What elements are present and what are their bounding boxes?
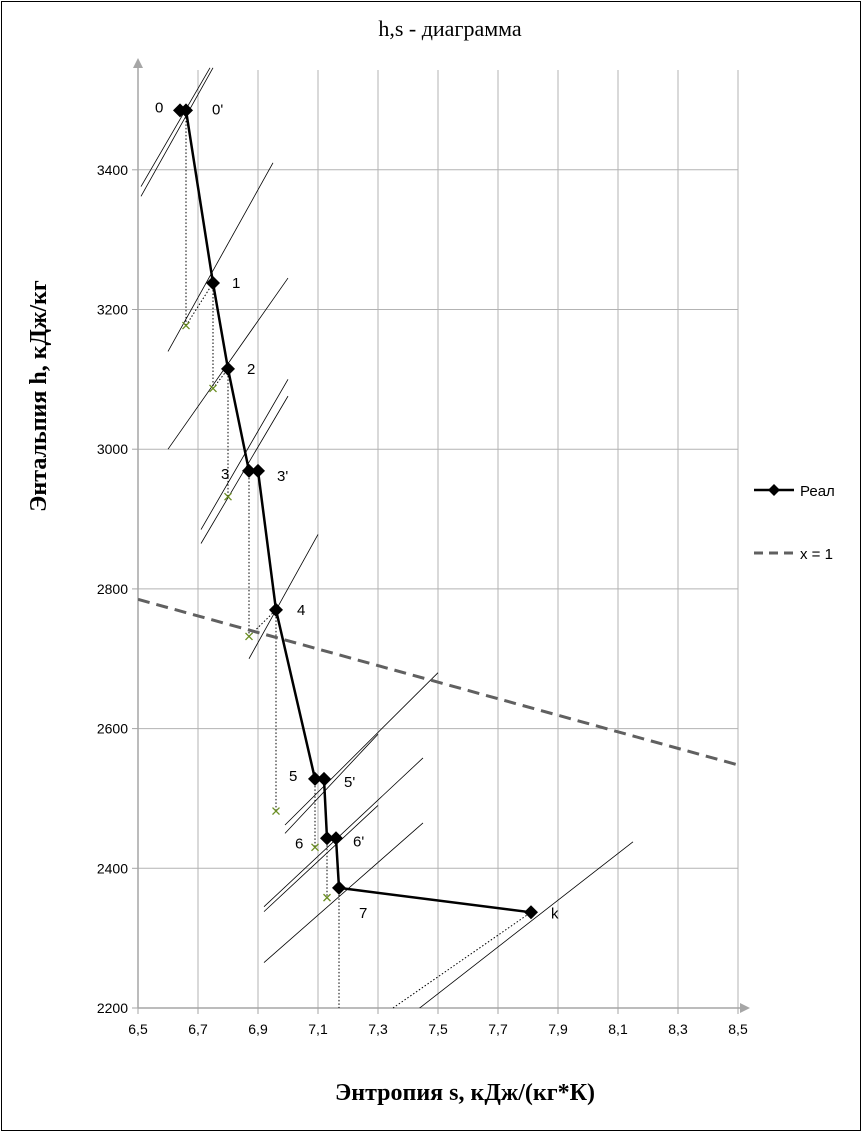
ideal-cross-stroke	[224, 492, 232, 501]
isobar-line	[140, 67, 211, 187]
point-label: 6'	[353, 833, 364, 850]
data-point-marker	[251, 463, 265, 478]
y-tick-label: 2400	[97, 860, 128, 876]
legend: Реал x = 1	[754, 483, 835, 563]
dotted-lines	[185, 110, 532, 1009]
point-label: 7	[359, 905, 367, 922]
point-label: 5'	[344, 774, 355, 791]
data-point-marker	[524, 905, 538, 920]
data-point-marker	[320, 831, 334, 846]
y-tick-label: 2600	[97, 721, 128, 737]
data-point-marker	[317, 771, 331, 786]
ideal-cross-stroke	[209, 384, 217, 393]
isobar-line	[263, 757, 424, 908]
x-tick-label: 8,3	[668, 1021, 688, 1037]
x-tick-label: 6,7	[188, 1021, 208, 1037]
y-tick-label: 3000	[97, 441, 128, 457]
x-axis-arrow	[740, 1003, 750, 1013]
chart-title: h,s - диаграмма	[378, 16, 522, 41]
data-point-marker	[269, 602, 283, 617]
ideal-cross-stroke	[323, 893, 331, 902]
point-label: 6	[295, 835, 303, 852]
y-tick-label: 3200	[97, 302, 128, 318]
point-label: 0	[155, 99, 163, 116]
axes	[132, 58, 750, 1014]
ideal-cross-stroke	[311, 843, 319, 852]
x-axis-title: Энтропия s, кДж/(кг*К)	[335, 1080, 595, 1106]
point-label: k	[551, 905, 559, 922]
isobar-line	[140, 67, 214, 197]
isobar-line	[284, 672, 439, 826]
isobar-lines	[140, 67, 634, 1008]
ideal-point-marker	[224, 492, 232, 501]
x-tick-label: 7,5	[428, 1021, 448, 1037]
real-process-polyline	[180, 109, 532, 914]
real-process-line	[173, 103, 538, 920]
ideal-cross-stroke	[272, 807, 280, 815]
x-tick-label: 7,7	[488, 1021, 508, 1037]
point-label: 3'	[277, 468, 288, 485]
data-point-marker	[308, 771, 322, 786]
dotted-diagonal-line	[185, 282, 214, 326]
point-labels: 0 0' 1 2 3 3' 4 5 5' 6 6' 7 k	[155, 99, 559, 922]
x-tick-label: 8,5	[728, 1021, 748, 1037]
point-label: 4	[297, 602, 305, 619]
ideal-point-marker	[209, 384, 217, 393]
isobar-line	[167, 162, 274, 352]
x-tick-label: 6,5	[128, 1021, 148, 1037]
legend-real-label: Реал	[800, 483, 835, 500]
isobar-line	[248, 534, 319, 659]
y-tick-label: 3400	[97, 162, 128, 178]
point-label: 3	[221, 466, 229, 483]
isobar-line	[419, 841, 634, 1008]
ideal-point-marker	[182, 321, 190, 330]
x-tick-label: 7,3	[368, 1021, 388, 1037]
x-tick-label: 8,1	[608, 1021, 628, 1037]
point-label: 0'	[212, 101, 223, 118]
y-tick-label: 2200	[97, 1000, 128, 1016]
point-label: 1	[232, 275, 240, 292]
dotted-diagonal-line	[392, 911, 532, 1009]
data-point-marker	[332, 880, 346, 895]
data-point-marker	[206, 275, 220, 290]
legend-real-marker	[768, 484, 780, 496]
isobar-line	[263, 822, 424, 963]
data-point-marker	[242, 463, 256, 478]
x-tick-label: 6,9	[248, 1021, 268, 1037]
y-axis-arrow	[133, 58, 143, 68]
y-tick-label: 2800	[97, 581, 128, 597]
point-label: 2	[247, 361, 255, 378]
data-point-marker	[179, 103, 193, 118]
y-axis-title: Энтальпия h, кДж/кг	[26, 280, 52, 512]
ideal-points	[182, 321, 331, 902]
ideal-point-marker	[245, 632, 253, 641]
saturation-dashed-line	[138, 597, 739, 767]
isobar-line	[263, 805, 379, 912]
dotted-diagonal-line	[248, 609, 277, 637]
ideal-cross-stroke	[182, 321, 190, 330]
x-tick-label: 7,1	[308, 1021, 328, 1037]
data-point-marker	[329, 831, 343, 846]
x-tick-label: 7,9	[548, 1021, 568, 1037]
x-tick-labels: 6,5 6,7 6,9 7,1 7,3 7,5 7,7 7,9 8,1 8,3 8,5	[128, 1021, 748, 1037]
isobar-line	[284, 733, 379, 834]
ideal-point-marker	[323, 893, 331, 902]
ideal-point-marker	[272, 807, 280, 815]
point-label: 5	[289, 768, 297, 785]
ideal-point-marker	[311, 843, 319, 852]
ideal-cross-stroke	[245, 632, 253, 641]
data-point-marker	[221, 361, 235, 376]
saturation-line	[138, 597, 739, 767]
grid	[138, 70, 739, 1008]
legend-sat-label: x = 1	[800, 546, 833, 563]
y-tick-labels: 2200 2400 2600 2800 3000 3200 3400	[97, 162, 128, 1016]
